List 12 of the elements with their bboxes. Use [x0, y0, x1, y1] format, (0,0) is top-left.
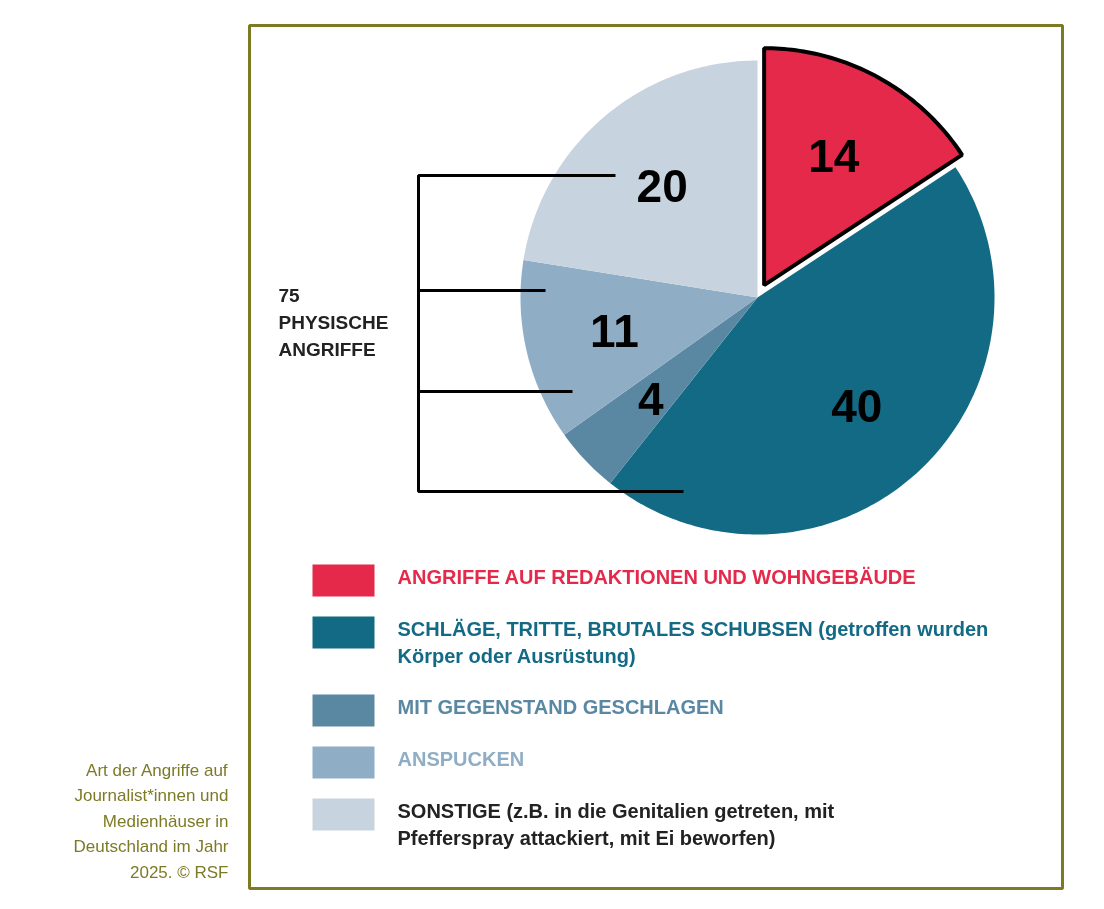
- data-label: 4: [638, 372, 665, 425]
- legend-label: ANSPUCKEN: [397, 747, 525, 770]
- data-label: 11: [590, 304, 639, 357]
- legend-label: SCHLÄGE, TRITTE, BRUTALES SCHUBSEN (getroffen wurden Körper oder Ausrüstung): [397, 617, 989, 667]
- text: 75 PHYSISCHE ANGRIFFE: [278, 284, 389, 361]
- legend-label: SONSTIGE (z.B. in die Genitalien getreten, mit Pfefferspray attackiert, mit Ei beworfen): [397, 799, 835, 849]
- data-label: 14: [808, 129, 860, 182]
- legend-label: MIT GEGENSTAND GESCHLAGEN: [397, 695, 724, 718]
- text: Art der Angriffe auf Journalist*innen und Medienhäuser in Deutschland im Jahr 2025. © RSF: [73, 760, 229, 883]
- legend-label: ANGRIFFE AUF REDAKTIONEN UND WOHNGEBÄUDE: [397, 565, 916, 588]
- data-label: 40: [831, 379, 883, 432]
- data-label: 20: [636, 159, 688, 212]
